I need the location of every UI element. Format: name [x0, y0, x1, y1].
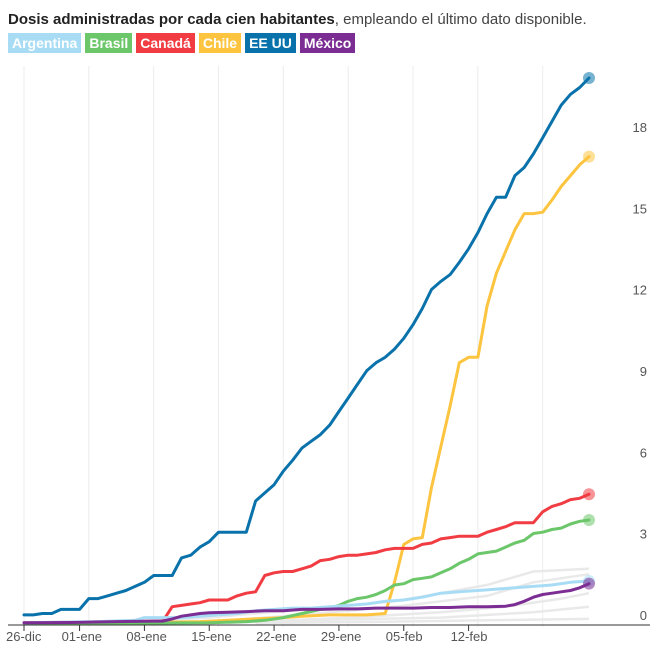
- x-axis: 26-dic 01-ene 08-ene 15-ene 22-ene 29-ene 05-f…: [6, 625, 487, 644]
- series-line-eeuu: [22, 76, 591, 617]
- series-line-canada: [22, 492, 591, 625]
- series-line-chile: [22, 155, 591, 625]
- y-axis: 0 3 6 9 12 15 18: [633, 120, 647, 623]
- grid-lines: [8, 66, 650, 627]
- x-tick-label: 15-ene: [191, 629, 231, 644]
- y-tick-label: 6: [640, 445, 647, 460]
- legend-item-mexico[interactable]: México: [299, 33, 356, 53]
- y-tick-label: 3: [640, 527, 647, 542]
- x-tick-label: 08-ene: [126, 629, 166, 644]
- x-tick-label: 01-ene: [62, 629, 102, 644]
- legend-item-chile[interactable]: Chile: [198, 33, 242, 53]
- legend-item-eeuu[interactable]: EE UU: [245, 33, 296, 53]
- series-end-dot-canada: [583, 488, 595, 501]
- legend-item-canada[interactable]: Canadá: [136, 33, 195, 53]
- series-line-brasil: [22, 518, 591, 625]
- legend: Argentina Brasil Canadá Chile EE UU Méxi…: [8, 33, 356, 53]
- series-end-dot-brasil: [583, 513, 595, 526]
- legend-item-brasil[interactable]: Brasil: [85, 33, 133, 53]
- chart-header: Dosis administradas por cada cien habita…: [8, 10, 658, 30]
- x-tick-label: 12-feb: [451, 629, 488, 644]
- y-tick-label: 15: [633, 201, 647, 216]
- x-tick-label: 05-feb: [386, 629, 423, 644]
- chart-title: Dosis administradas por cada cien habita…: [8, 11, 335, 28]
- y-tick-label: 0: [640, 608, 647, 623]
- background-line-2: [227, 591, 590, 625]
- background-line-4: [255, 617, 590, 625]
- series-end-dot-chile: [583, 150, 595, 163]
- y-tick-label: 18: [633, 120, 647, 135]
- series-end-dot-mexico: [583, 577, 595, 590]
- legend-item-argentina[interactable]: Argentina: [8, 33, 82, 53]
- x-tick-label: 26-dic: [6, 629, 42, 644]
- y-tick-label: 12: [633, 283, 647, 298]
- series-line-mexico: [22, 582, 591, 625]
- series-lines: [22, 72, 595, 625]
- series-end-dot-eeuu: [583, 72, 595, 84]
- y-tick-label: 9: [640, 364, 647, 379]
- chart-subtitle: , empleando el último dato disponible.: [334, 11, 587, 28]
- x-tick-label: 22-ene: [256, 629, 296, 644]
- x-tick-label: 29-ene: [321, 629, 361, 644]
